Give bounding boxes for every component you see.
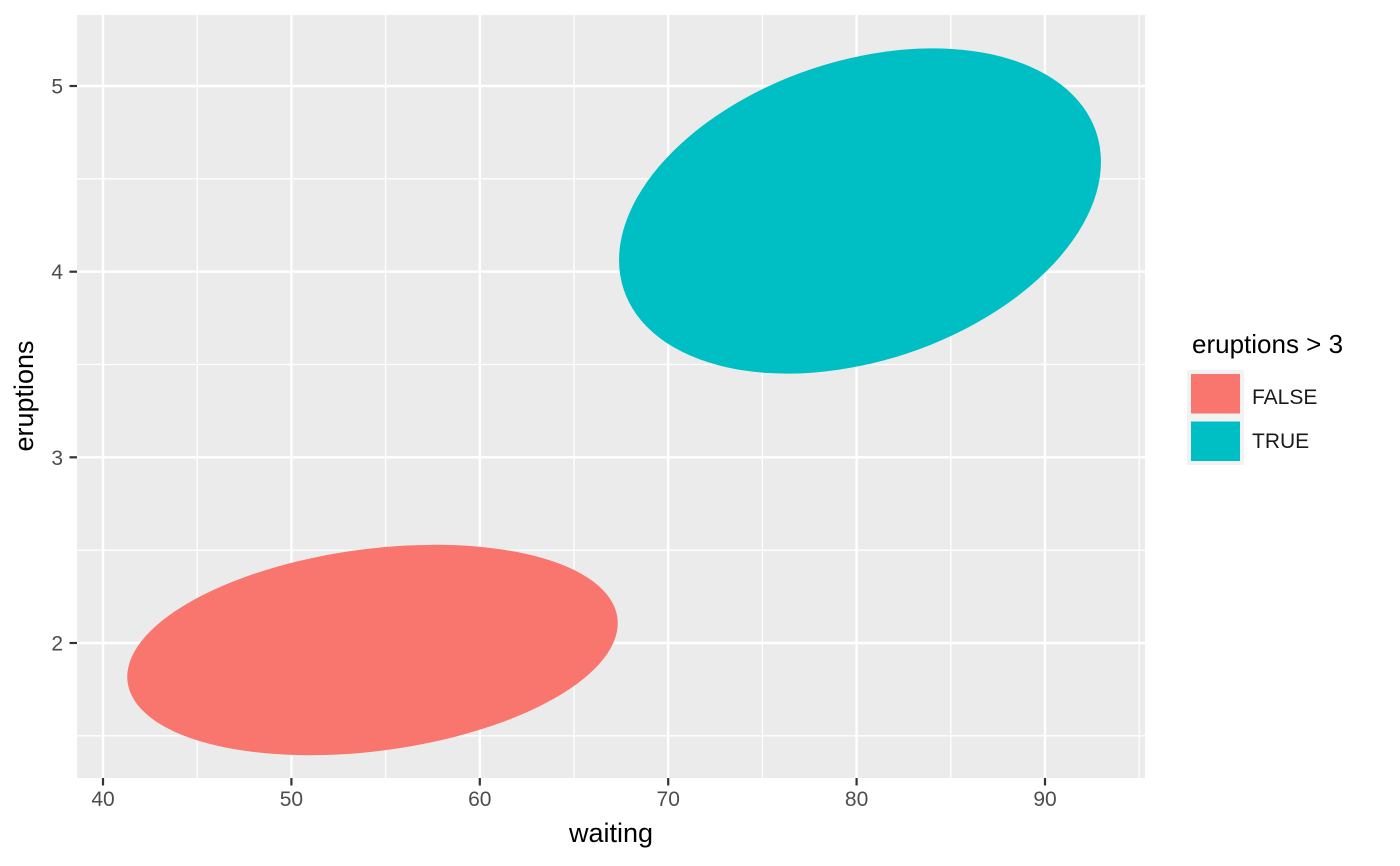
- x-tick-label: 40: [91, 788, 114, 811]
- y-tick-label: 5: [51, 76, 63, 99]
- legend-swatch-false: [1191, 374, 1240, 414]
- legend-label-false: FALSE: [1252, 386, 1317, 409]
- x-axis-title: waiting: [568, 818, 653, 848]
- y-axis-title: eruptions: [9, 340, 39, 451]
- legend-label-true: TRUE: [1252, 430, 1309, 453]
- x-tick-label: 50: [280, 788, 303, 811]
- legend: eruptions > 3 FALSE TRUE: [1187, 329, 1343, 465]
- legend-swatch-true: [1191, 421, 1240, 461]
- ellipse-false-group: [127, 544, 618, 756]
- y-tick-label: 4: [51, 261, 63, 284]
- x-axis-tick-labels: 40 50 60 70 80 90: [91, 788, 1056, 811]
- y-tick-label: 2: [51, 633, 63, 656]
- x-tick-label: 90: [1033, 788, 1056, 811]
- legend-title: eruptions > 3: [1192, 329, 1343, 359]
- y-tick-label: 3: [51, 447, 63, 470]
- y-axis-tick-labels: 5 4 3 2: [51, 76, 63, 656]
- x-tick-label: 60: [468, 788, 491, 811]
- x-axis-tick-marks: [101, 778, 1047, 786]
- ellipse-true-group: [619, 48, 1101, 374]
- x-tick-label: 70: [657, 788, 680, 811]
- x-tick-label: 80: [845, 788, 868, 811]
- y-axis-tick-marks: [69, 84, 77, 645]
